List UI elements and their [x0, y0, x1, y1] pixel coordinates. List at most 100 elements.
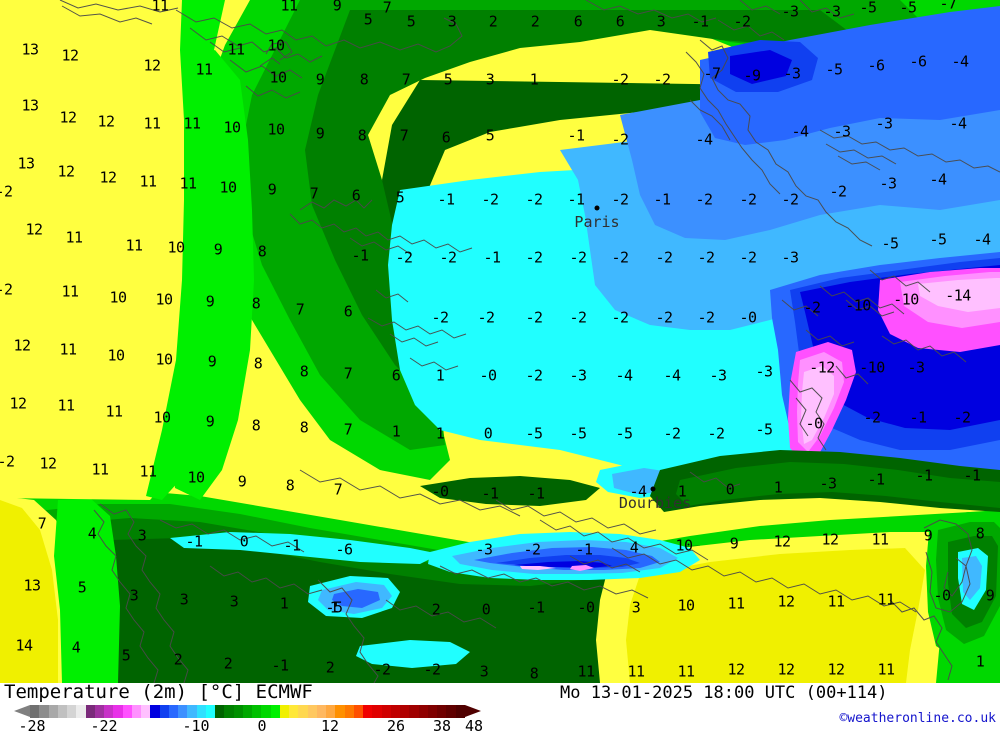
temperature-value: -9: [743, 66, 761, 85]
colorbar-swatch: [215, 705, 225, 718]
colorbar-tick: 38: [432, 717, 452, 735]
temperature-value: -6: [867, 56, 885, 75]
temperature-value: 0: [483, 424, 493, 443]
colorbar-swatch: [353, 705, 363, 718]
coastline-overlay: [59, 0, 1000, 683]
temperature-value: -3: [475, 540, 493, 559]
temperature-value: 1: [329, 598, 339, 617]
temperature-value: 3: [229, 592, 239, 611]
temperature-value: 3: [447, 12, 457, 31]
temperature-value: -2: [655, 248, 673, 267]
temperature-value: -1: [481, 484, 499, 503]
temperature-value: 10: [167, 238, 185, 257]
temperature-value: 5: [77, 578, 87, 597]
temperature-value: -1: [653, 190, 671, 209]
temperature-value: -5: [825, 60, 843, 79]
temperature-value: 10: [677, 596, 695, 615]
temperature-value: 13: [17, 154, 35, 173]
temperature-value: -10: [845, 296, 871, 315]
temperature-value: -0: [479, 366, 497, 385]
temperature-value: -2: [697, 308, 715, 327]
colorbar-swatch: [76, 705, 86, 718]
temperature-value: -2: [611, 130, 629, 149]
temperature-value: 6: [391, 366, 401, 385]
temperature-value: -0: [739, 308, 757, 327]
temperature-value: 11: [139, 462, 157, 481]
temperature-value: 11: [179, 174, 197, 193]
city-label: Paris: [574, 213, 620, 231]
temperature-value: 1: [391, 422, 401, 441]
temperature-value: -2: [431, 308, 449, 327]
temperature-value: 6: [351, 186, 361, 205]
temperature-value: 5: [363, 10, 373, 29]
temperature-value: -2: [611, 190, 629, 209]
temperature-value: 11: [143, 114, 161, 133]
temperature-value: -3: [823, 2, 841, 21]
temperature-value: 10: [267, 120, 285, 139]
colorbar-swatch: [390, 705, 400, 718]
colorbar-tick: 0: [257, 717, 267, 735]
temperature-value: 9: [332, 0, 342, 15]
temperature-value: 8: [529, 664, 539, 683]
temperature-value: 8: [251, 294, 261, 313]
colorbar-swatch: [67, 705, 77, 718]
temperature-value: -3: [879, 174, 897, 193]
temperature-value: -2: [525, 308, 543, 327]
temperature-value: 6: [615, 12, 625, 31]
temperature-value: -0: [431, 482, 449, 501]
temperature-value: 10: [107, 346, 125, 365]
temperature-value: -2: [707, 424, 725, 443]
temperature-value: 5: [395, 188, 405, 207]
copyright-credit: ©weatheronline.co.uk: [839, 711, 996, 726]
temperature-value: -1: [483, 248, 501, 267]
temperature-value: -2: [611, 308, 629, 327]
temperature-value: 12: [777, 592, 795, 611]
color-scale-bar[interactable]: [14, 705, 481, 718]
colorbar-swatch: [205, 705, 215, 718]
colorbar-swatch: [141, 705, 151, 718]
temperature-value: -2: [733, 12, 751, 31]
temperature-value: 12: [827, 660, 845, 679]
temperature-value: -1: [527, 598, 545, 617]
temperature-value: 10: [155, 290, 173, 309]
temperature-value: -1: [963, 466, 981, 485]
colorbar-swatch: [427, 705, 437, 718]
temperature-value: -2: [695, 190, 713, 209]
temperature-value: -1: [691, 12, 709, 31]
temperature-value: 8: [299, 362, 309, 381]
colorbar-swatch: [455, 705, 465, 718]
temperature-value: 7: [333, 480, 343, 499]
temperature-value: 10: [109, 288, 127, 307]
colorbar-swatch: [168, 705, 178, 718]
temperature-value: 4: [71, 638, 81, 657]
temperature-value: 11: [877, 660, 895, 679]
colorbar-swatch: [187, 705, 197, 718]
temperature-value: 0: [725, 480, 735, 499]
temperature-value: 11: [677, 662, 695, 681]
colorbar-swatch: [233, 705, 243, 718]
temperature-value: -4: [791, 122, 809, 141]
temperature-value: -2: [525, 366, 543, 385]
temperature-value: 10: [269, 68, 287, 87]
temperature-value: 11: [57, 396, 75, 415]
temperature-value: 5: [443, 70, 453, 89]
temperature-value: 8: [285, 476, 295, 495]
colorbar-swatch: [279, 705, 289, 718]
colorbar-swatch: [196, 705, 206, 718]
temperature-value: 1: [435, 424, 445, 443]
colorbar-swatch: [122, 705, 132, 718]
colorbar-swatch: [159, 705, 169, 718]
temperature-value: 6: [573, 12, 583, 31]
temperature-map[interactable]: 11 11 9 7 5 5 3 2 2 6 6 3 -1 -2 -3 -3 -5 -5 -7 13 12 12 11 11 10…: [0, 0, 1000, 683]
temperature-value: -1: [185, 532, 203, 551]
temperature-value: -2: [739, 248, 757, 267]
temperature-value: 10: [267, 36, 285, 55]
colorbar-swatch: [178, 705, 188, 718]
temperature-value: -2: [953, 408, 971, 427]
temperature-value: 4: [629, 538, 639, 557]
temperature-value: 3: [479, 662, 489, 681]
temperature-value: -1: [909, 408, 927, 427]
temperature-value: 10: [153, 408, 171, 427]
temperature-value: 14: [15, 636, 33, 655]
temperature-value: 8: [251, 416, 261, 435]
